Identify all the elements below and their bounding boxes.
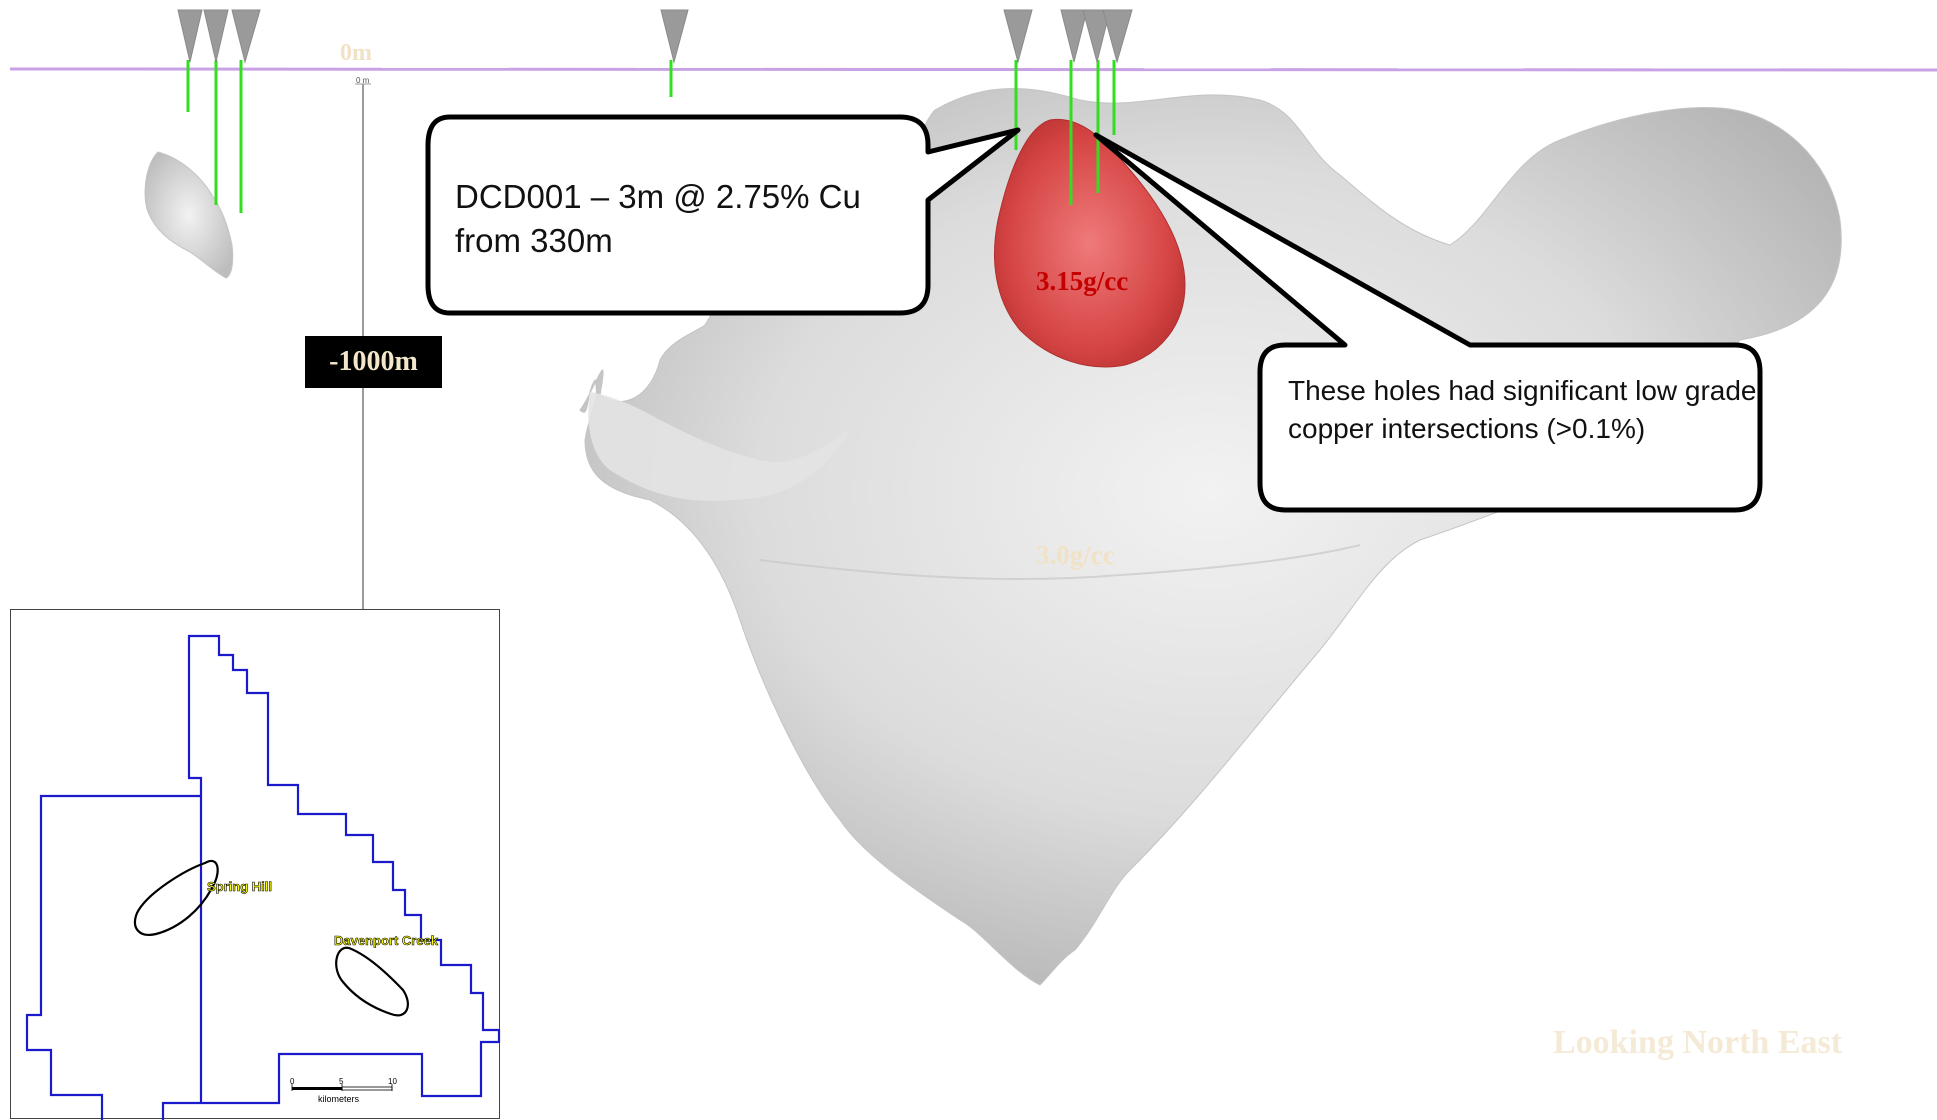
scale-tick-label: 10 bbox=[388, 1077, 397, 1086]
callout-holes-pointer-inner bbox=[1094, 133, 1471, 347]
spring-hill-label: Spring Hill bbox=[207, 879, 273, 895]
surface-line bbox=[9, 67, 1937, 72]
body-density-label: 3.0g/cc bbox=[1036, 540, 1115, 570]
gravity-model-ridge bbox=[759, 544, 1361, 581]
small-model-body bbox=[144, 151, 234, 279]
spring-hill-outline bbox=[133, 860, 219, 936]
davenport-creek-label: Davenport Creek bbox=[334, 933, 439, 949]
tenement-boundary bbox=[25, 634, 501, 1120]
callout-holes-text: These holes had significant low grade co… bbox=[1288, 375, 1757, 444]
davenport-creek-outline bbox=[335, 946, 409, 1017]
callout-intercept-bubble bbox=[425, 114, 1021, 316]
depth-label-box: -1000m bbox=[305, 336, 442, 388]
scale-unit-label: kilometers bbox=[318, 1094, 360, 1104]
scale-tick-label: 5 bbox=[339, 1077, 344, 1086]
drill-traces bbox=[186, 60, 1116, 213]
high-density-label: 3.15g/cc bbox=[1036, 266, 1129, 296]
scale-bar bbox=[291, 1084, 393, 1091]
gravity-model-lobe bbox=[588, 392, 850, 501]
surface-depth-label: 0m bbox=[340, 40, 372, 66]
inset-map-graphic bbox=[25, 634, 501, 1120]
view-direction-label: Looking North East bbox=[1553, 1024, 1843, 1061]
surface-depth-label-small: 0 m bbox=[356, 76, 370, 85]
collar-markers bbox=[177, 9, 1133, 64]
scale-tick-label: 0 bbox=[290, 1077, 295, 1086]
inset-location-map: Spring Hill Davenport Creek 0 5 10 kilom… bbox=[10, 609, 501, 1120]
high-density-body bbox=[993, 118, 1186, 368]
callout-intercept-text: DCD001 – 3m @ 2.75% Cu from 330m bbox=[455, 178, 861, 259]
